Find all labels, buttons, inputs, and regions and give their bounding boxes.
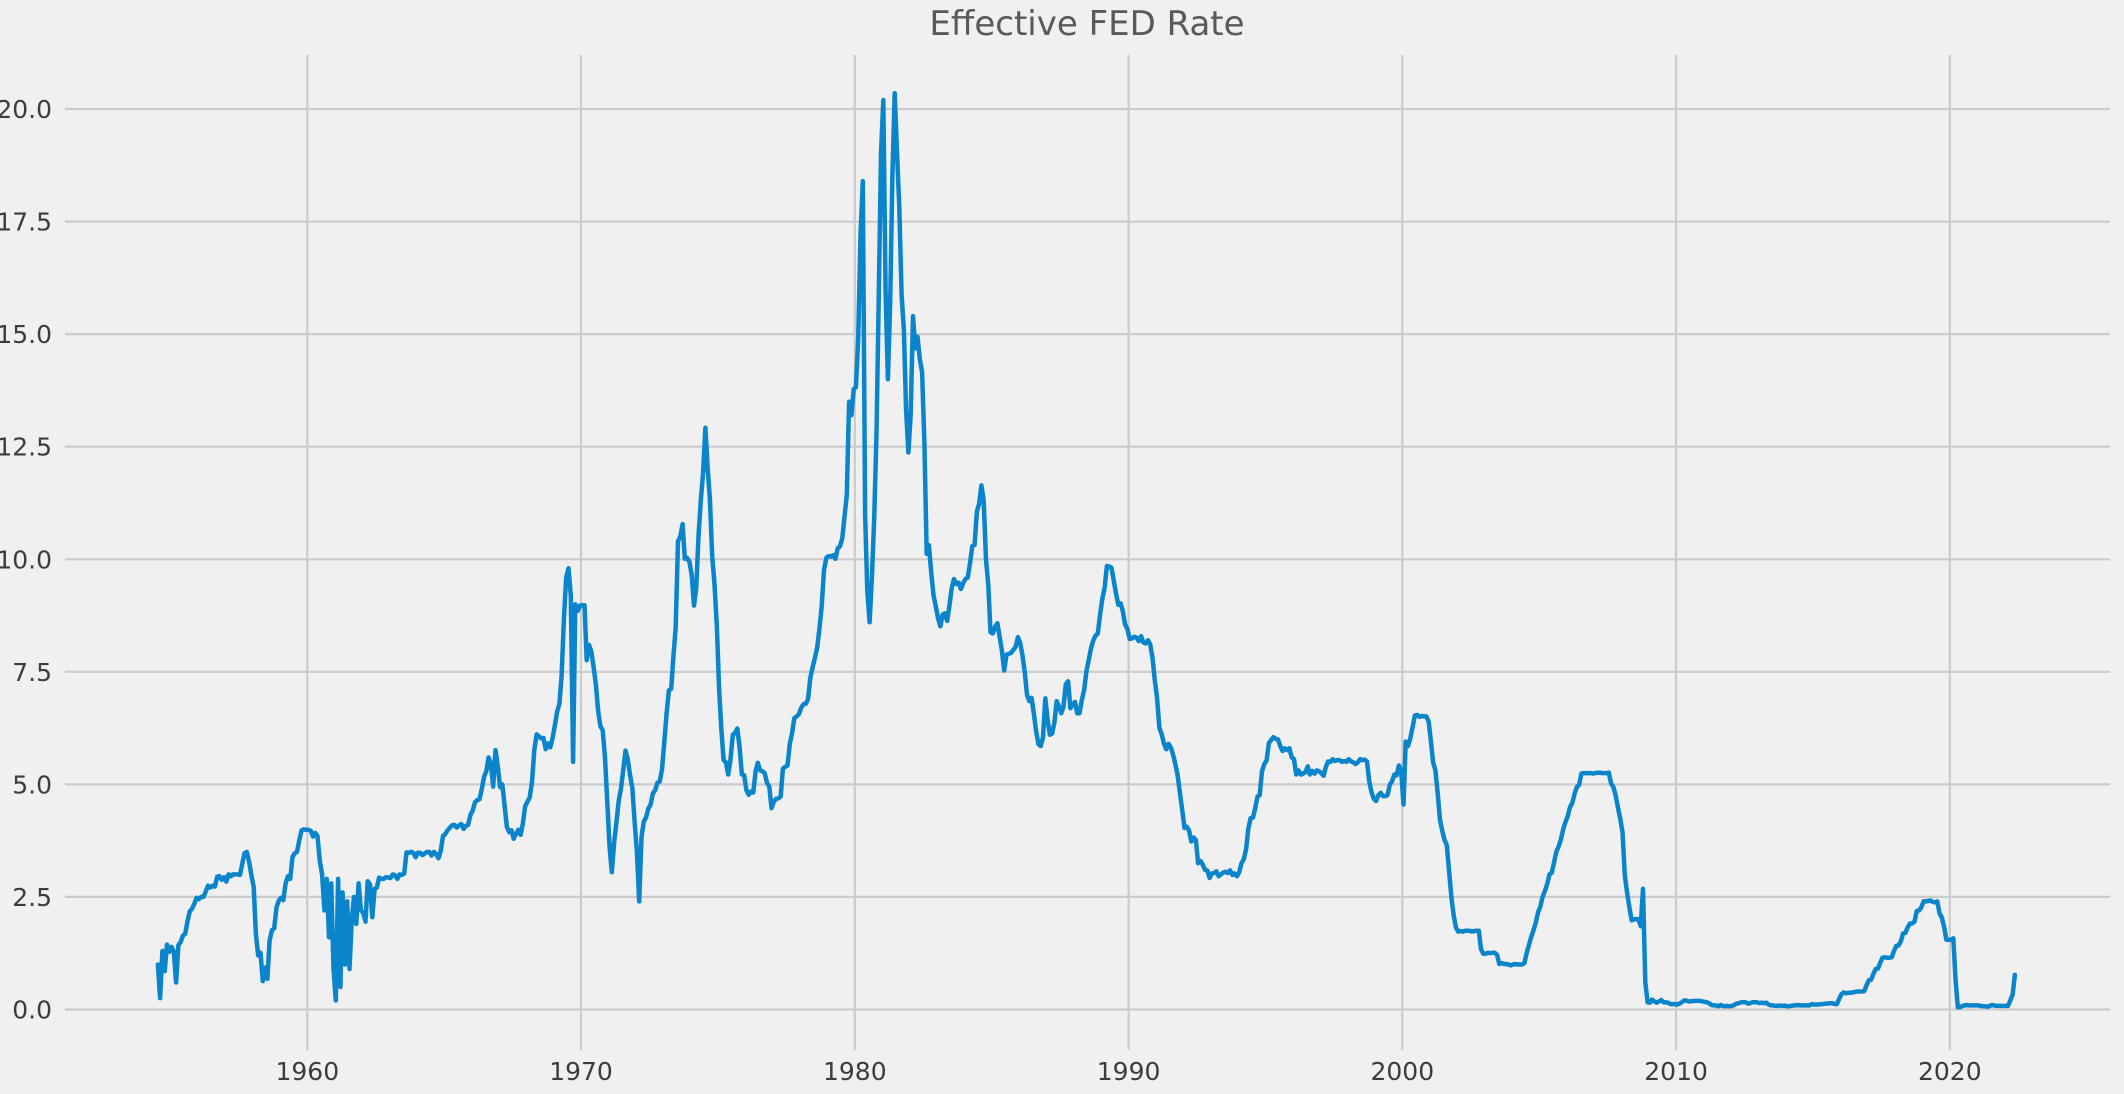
x-tick-label: 2020: [1918, 1057, 1982, 1086]
y-tick-label: 5.0: [12, 770, 52, 799]
y-tick-label: 7.5: [12, 658, 52, 687]
y-tick-label: 10.0: [0, 545, 52, 574]
y-tick-label: 20.0: [0, 95, 52, 124]
x-tick-label: 1960: [275, 1057, 339, 1086]
x-tick-label: 2010: [1644, 1057, 1708, 1086]
fed-rate-line: [155, 91, 2018, 1010]
x-tick-label: 1990: [1097, 1057, 1161, 1086]
x-tick-label: 1980: [823, 1057, 887, 1086]
x-tick-label: 2000: [1370, 1057, 1434, 1086]
y-tick-label: 17.5: [0, 208, 52, 237]
y-tick-label: 15.0: [0, 320, 52, 349]
y-tick-label: 0.0: [12, 996, 52, 1025]
chart-title: Effective FED Rate: [929, 4, 1245, 44]
y-tick-label: 2.5: [12, 883, 52, 912]
y-tick-label: 12.5: [0, 433, 52, 462]
x-tick-label: 1970: [549, 1057, 613, 1086]
